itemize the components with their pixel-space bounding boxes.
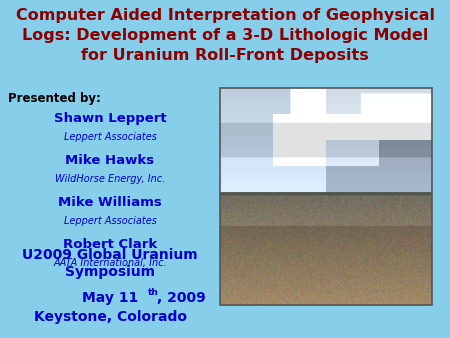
Text: Leppert Associates: Leppert Associates (63, 132, 157, 142)
Text: WildHorse Energy, Inc.: WildHorse Energy, Inc. (55, 174, 165, 184)
Text: Mike Williams: Mike Williams (58, 196, 162, 209)
Text: , 2009: , 2009 (157, 291, 206, 305)
Text: U2009 Global Uranium
Symposium: U2009 Global Uranium Symposium (22, 248, 198, 279)
Text: Presented by:: Presented by: (8, 92, 101, 105)
Text: Computer Aided Interpretation of Geophysical
Logs: Development of a 3-D Litholog: Computer Aided Interpretation of Geophys… (15, 8, 435, 63)
Text: Mike Hawks: Mike Hawks (65, 154, 154, 167)
Text: Robert Clark: Robert Clark (63, 238, 157, 251)
Text: Shawn Leppert: Shawn Leppert (54, 112, 166, 125)
Text: AATA International, Inc.: AATA International, Inc. (53, 258, 167, 268)
Text: Keystone, Colorado: Keystone, Colorado (33, 310, 186, 324)
Text: May 11: May 11 (82, 291, 138, 305)
Text: Leppert Associates: Leppert Associates (63, 216, 157, 226)
Bar (220, 88, 432, 305)
Text: th: th (148, 288, 159, 297)
